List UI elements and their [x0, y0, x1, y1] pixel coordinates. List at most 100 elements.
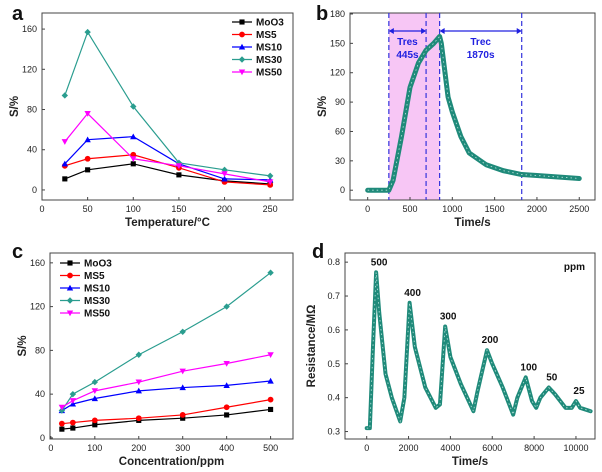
panel-label: d [312, 241, 324, 263]
x-tick-label: 100 [126, 204, 141, 214]
data-point [92, 388, 98, 394]
y-axis-label: S/% [17, 335, 29, 356]
data-point [136, 352, 142, 358]
y-tick-label: 0.7 [327, 291, 340, 301]
data-point [176, 172, 181, 177]
x-tick-label: 10000 [563, 443, 588, 453]
y-tick-label: 30 [335, 156, 345, 166]
data-point [84, 29, 90, 35]
panel-label: a [12, 3, 24, 25]
y-axis-label: S/% [9, 96, 21, 117]
peak-label: 25 [573, 386, 585, 397]
data-point [62, 92, 68, 98]
x-tick-label: 1000 [442, 204, 462, 214]
legend-marker [67, 260, 72, 265]
peak-label: 400 [404, 288, 421, 299]
data-point [70, 420, 76, 426]
data-point [224, 412, 229, 417]
legend-marker [67, 273, 73, 279]
panel-label: c [12, 241, 23, 263]
data-point [180, 412, 186, 418]
legend-entry: MoO3 [84, 259, 112, 270]
x-tick-label: 0 [39, 204, 44, 214]
x-tick-label: 2000 [399, 443, 419, 453]
data-point [59, 421, 65, 427]
peak-label: 100 [520, 362, 537, 373]
x-axis-label: Time/s [454, 217, 490, 229]
series-line [62, 381, 271, 411]
data-point [85, 156, 91, 162]
y-axis-label: S/% [317, 96, 329, 117]
y-tick-label: 90 [335, 97, 345, 107]
x-tick-label: 50 [83, 204, 93, 214]
y-tick-label: 180 [330, 9, 345, 19]
x-tick-label: 400 [219, 443, 234, 453]
x-tick-label: 6000 [482, 443, 502, 453]
series-marker-texture [367, 272, 591, 428]
data-point [267, 173, 273, 179]
y-tick-label: 40 [27, 145, 37, 155]
series-moo3 [59, 407, 273, 432]
x-tick-label: 0 [364, 443, 369, 453]
y-tick-label: 120 [30, 302, 45, 312]
peak-label: 500 [371, 257, 388, 268]
y-tick-label: 40 [35, 389, 45, 399]
series-ms50 [59, 352, 274, 410]
y-tick-label: 80 [27, 105, 37, 115]
unit-label: ppm [564, 262, 585, 273]
legend-marker [67, 297, 73, 303]
arrowhead-left-icon [440, 28, 445, 34]
y-tick-label: 0 [340, 185, 345, 195]
annotation-value: 1870s [467, 50, 495, 61]
series-line [65, 32, 270, 176]
series-ms10 [59, 378, 274, 413]
data-point [59, 427, 64, 432]
y-tick-label: 160 [30, 258, 45, 268]
x-tick-label: 100 [87, 443, 102, 453]
data-point [224, 404, 230, 410]
data-point [136, 415, 142, 421]
legend-entry: MS30 [256, 55, 283, 66]
x-axis-label: Concentration/ppm [119, 456, 224, 467]
y-tick-label: 0.3 [327, 427, 340, 437]
data-point [131, 161, 136, 166]
y-tick-label: 0.6 [327, 325, 340, 335]
x-tick-label: 150 [171, 204, 186, 214]
legend-entry: MS10 [256, 43, 283, 54]
annotation-label: Trec [470, 37, 491, 48]
x-tick-label: 1500 [485, 204, 505, 214]
x-tick-label: 200 [131, 443, 146, 453]
legend-entry: MS30 [84, 296, 111, 307]
y-tick-label: 120 [22, 64, 37, 74]
x-tick-label: 4000 [440, 443, 460, 453]
x-tick-label: 200 [217, 204, 232, 214]
data-point [180, 329, 186, 335]
legend-marker [239, 19, 244, 24]
series-curve [367, 272, 591, 428]
y-tick-label: 120 [330, 68, 345, 78]
y-axis-label: Resistance/MΩ [306, 305, 318, 388]
data-point [85, 167, 90, 172]
data-point [62, 176, 67, 181]
x-tick-label: 250 [263, 204, 278, 214]
data-point [62, 139, 68, 145]
x-tick-label: 500 [263, 443, 278, 453]
y-tick-label: 0.8 [327, 257, 340, 267]
x-tick-label: 0 [48, 443, 53, 453]
legend-entry: MS50 [256, 68, 283, 79]
data-point [92, 379, 98, 385]
legend-entry: MS50 [84, 309, 111, 320]
y-tick-label: 160 [22, 24, 37, 34]
y-tick-label: 0.5 [327, 359, 340, 369]
data-point [70, 425, 75, 430]
x-tick-label: 300 [175, 443, 190, 453]
peak-label: 300 [440, 312, 457, 323]
series-line [367, 272, 591, 428]
y-tick-label: 80 [35, 345, 45, 355]
